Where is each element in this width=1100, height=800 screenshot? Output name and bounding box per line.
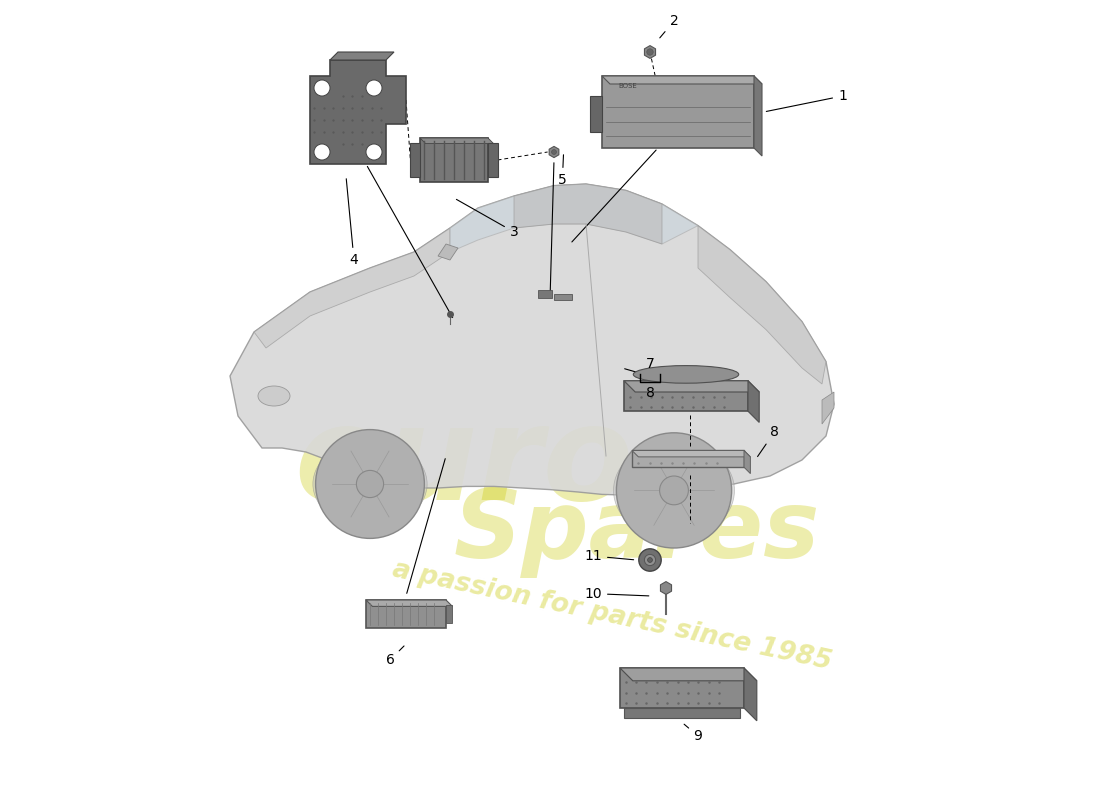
Circle shape (366, 144, 382, 160)
Bar (488, 142, 497, 177)
Bar (538, 290, 552, 298)
Text: Spares: Spares (454, 486, 821, 578)
Polygon shape (620, 668, 744, 708)
Polygon shape (624, 381, 759, 392)
Text: 7: 7 (646, 357, 654, 371)
Circle shape (660, 476, 689, 505)
Ellipse shape (312, 441, 427, 527)
Text: 6: 6 (386, 646, 404, 667)
Polygon shape (602, 76, 754, 148)
Text: 5: 5 (558, 154, 566, 187)
Polygon shape (450, 184, 698, 252)
Polygon shape (660, 582, 671, 594)
Bar (554, 294, 572, 300)
Text: 2: 2 (660, 14, 679, 38)
Ellipse shape (634, 366, 739, 383)
Polygon shape (632, 450, 744, 467)
Circle shape (639, 549, 661, 571)
Text: 1: 1 (767, 89, 847, 111)
Circle shape (316, 430, 425, 538)
Circle shape (314, 144, 330, 160)
Polygon shape (366, 600, 446, 628)
Polygon shape (514, 184, 662, 244)
Text: 11: 11 (584, 549, 634, 563)
Bar (410, 142, 420, 177)
Ellipse shape (614, 442, 735, 539)
Polygon shape (310, 60, 406, 164)
Circle shape (551, 150, 557, 154)
Polygon shape (744, 668, 757, 721)
Polygon shape (748, 381, 759, 422)
Polygon shape (602, 76, 762, 84)
Polygon shape (438, 244, 458, 260)
Polygon shape (420, 138, 488, 182)
Bar (446, 605, 452, 623)
Text: 3: 3 (456, 199, 518, 239)
Polygon shape (754, 76, 762, 156)
Polygon shape (744, 450, 750, 474)
Text: a passion for parts since 1985: a passion for parts since 1985 (390, 557, 834, 675)
Polygon shape (620, 668, 757, 681)
Polygon shape (366, 600, 452, 606)
Circle shape (366, 80, 382, 96)
Polygon shape (822, 392, 834, 424)
Ellipse shape (258, 386, 290, 406)
Polygon shape (549, 146, 559, 158)
Bar (590, 96, 602, 132)
Text: euro: euro (294, 401, 634, 527)
Text: BOSE: BOSE (618, 83, 637, 89)
Text: 8: 8 (758, 425, 779, 457)
Circle shape (647, 49, 653, 55)
Bar (624, 708, 740, 718)
Polygon shape (254, 228, 450, 348)
Circle shape (645, 554, 656, 566)
Polygon shape (624, 381, 748, 411)
Text: 4: 4 (346, 178, 359, 267)
Polygon shape (632, 450, 750, 457)
Text: 10: 10 (584, 586, 649, 601)
Circle shape (314, 80, 330, 96)
Text: 8: 8 (646, 386, 654, 399)
Polygon shape (698, 226, 826, 384)
Polygon shape (645, 46, 656, 58)
Text: 9: 9 (684, 724, 703, 743)
Polygon shape (420, 138, 494, 144)
Polygon shape (230, 184, 834, 495)
Polygon shape (330, 52, 394, 60)
Circle shape (356, 470, 384, 498)
Circle shape (616, 433, 732, 548)
Circle shape (648, 558, 652, 562)
